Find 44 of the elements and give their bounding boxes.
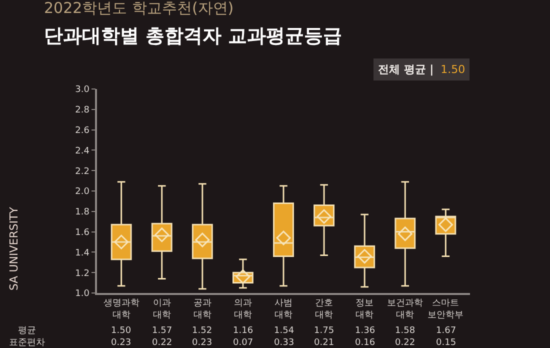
x-tick-label: 이과 대학 — [152, 298, 171, 320]
chart-title: 단과대학별 총합격자 교과평균등급 — [44, 25, 342, 47]
x-tick-label: 정보 대학 — [356, 298, 374, 320]
y-tick-label: 1.4 — [75, 248, 90, 258]
x-tick-label: 보건과학 대학 — [387, 298, 424, 320]
x-tick-label: 스마트 보안학부 — [428, 298, 464, 320]
text: 0.21 — [314, 338, 334, 348]
y-tick-label: 2.0 — [75, 187, 90, 198]
y-tick-label: 2.6 — [75, 126, 90, 136]
text: 0.15 — [436, 338, 456, 348]
y-tick-label: 3.0 — [75, 85, 90, 96]
text: 표준편차 — [9, 338, 45, 348]
chart-subtitle: 2022학년도 학교추천(자연) — [44, 0, 234, 17]
y-tick-label: 2.4 — [75, 146, 90, 156]
text: SA UNIVERSITY — [8, 206, 20, 290]
y-tick-label: 1.2 — [75, 268, 90, 279]
text: 0.23 — [111, 338, 132, 348]
text: 0.23 — [192, 338, 212, 348]
text: 1.67 — [436, 326, 456, 336]
text: 0.33 — [274, 338, 294, 348]
x-tick-label: 간호 대학 — [315, 298, 334, 320]
y-tick-label: 2.8 — [75, 106, 90, 116]
text: 0.16 — [355, 338, 376, 348]
text: 1.16 — [233, 326, 254, 336]
y-tick-label: 1.6 — [75, 228, 90, 238]
y-tick-label: 1.8 — [75, 208, 90, 218]
x-tick-label: 공과 대학 — [193, 298, 212, 320]
text: 1.54 — [274, 326, 294, 336]
text: 1.75 — [314, 326, 334, 336]
text: 1.50 — [111, 326, 132, 336]
x-tick-label: 의과 대학 — [234, 298, 252, 320]
y-tick-label: 1.0 — [75, 289, 90, 300]
text: 0.22 — [152, 338, 172, 348]
text: 0.22 — [395, 338, 416, 348]
y-tick-label: 2.2 — [75, 166, 90, 177]
text: 전체 평균 | 1.50 — [378, 63, 466, 76]
text: 1.52 — [192, 326, 212, 336]
x-tick-label: 사범 대학 — [274, 298, 292, 320]
text: 1.36 — [355, 326, 376, 336]
text: 1.57 — [152, 326, 172, 336]
text: 1.58 — [395, 326, 416, 336]
text: 0.07 — [233, 338, 254, 348]
x-tick-label: 생명과학 대학 — [103, 298, 140, 320]
text: 평균 — [18, 326, 36, 336]
